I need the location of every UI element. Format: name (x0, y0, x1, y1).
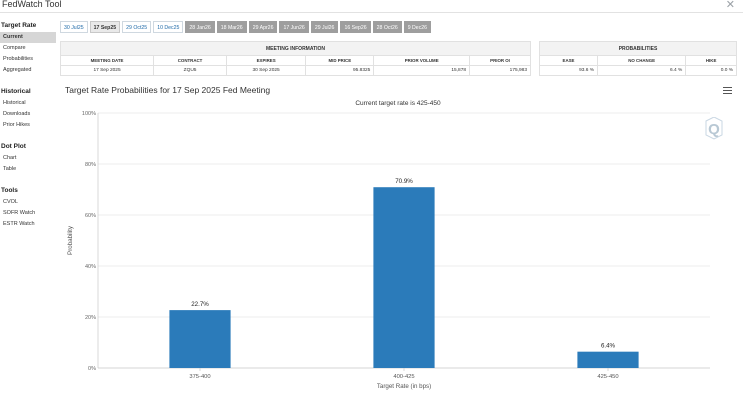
chart-container: 0% 20% 40% 60% 80% 100% 22.7% 375-400 70.9% 400-4… (60, 84, 736, 398)
bar-chart: 0% 20% 40% 60% 80% 100% 22.7% 375-400 70.9% 400-4… (67, 111, 710, 390)
svg-text:Q: Q (708, 121, 720, 138)
tab-meeting-date[interactable]: 29 Jul26 (310, 21, 339, 33)
sidebar-item-table[interactable]: Table (3, 166, 17, 172)
sidebar-heading: Tools (1, 187, 18, 194)
tab-meeting-date[interactable]: 17 Jun26 (279, 21, 309, 33)
table-cell: 175,983 (469, 65, 531, 76)
tab-meeting-date[interactable]: 10 Dec25 (153, 21, 184, 33)
x-tick-label: 400-425 (393, 374, 414, 380)
table-cell: 93.6 % (538, 65, 599, 76)
sidebar-item-cvol[interactable]: CVOL (3, 199, 18, 205)
sidebar-section: Historical Historical Downloads Prior Hikes (0, 84, 56, 131)
table-cell: ZQU5 (153, 65, 227, 76)
sidebar-item-downloads[interactable]: Downloads (3, 111, 31, 117)
app-title: FedWatch Tool (2, 0, 62, 9)
table-cell: 0.0 % (685, 65, 737, 76)
sidebar-section: Target Rate Current Compare Probabilities Ag… (0, 18, 56, 76)
watermark-logo-icon: Q (705, 117, 723, 140)
sidebar: Target Rate Current Compare Probabilities Ag… (0, 18, 56, 238)
sidebar-item-prior-hikes[interactable]: Prior Hikes (3, 122, 30, 128)
sidebar-item-sofr-watch[interactable]: SOFR Watch (3, 210, 36, 216)
column-header: MID PRICE (305, 55, 375, 66)
chart-subtitle: Current target rate is 425-450 (355, 100, 441, 107)
column-header: NO CHANGE (597, 55, 687, 66)
tab-meeting-date[interactable]: 28 Oct26 (372, 21, 402, 33)
sidebar-item-current[interactable]: Current (0, 32, 56, 43)
tab-meeting-date[interactable]: 9 Dec26 (403, 21, 432, 33)
meeting-information-heading: MEETING INFORMATION (60, 41, 531, 56)
meeting-information-table: MEETING INFORMATION MEETING DATE CONTRACT… (59, 41, 531, 76)
column-header: EASE (538, 55, 599, 66)
column-header: CONTRACT (153, 55, 227, 66)
bar-data-label: 6.4% (601, 343, 616, 350)
y-tick-label: 60% (85, 213, 96, 219)
table-cell: 95.8325 (305, 65, 375, 76)
bar (577, 351, 639, 368)
y-tick-label: 100% (82, 111, 96, 117)
tab-meeting-date[interactable]: 28 Jan26 (185, 21, 215, 33)
sidebar-item-estr-watch[interactable]: ESTR Watch (3, 221, 35, 227)
x-axis-title: Target Rate (in bps) (377, 383, 431, 390)
y-axis-title: Probability (67, 225, 74, 255)
sidebar-item-chart[interactable]: Chart (3, 155, 17, 161)
bar-data-label: 22.7% (191, 301, 209, 308)
tab-meeting-date[interactable]: 18 Mar26 (216, 21, 247, 33)
sidebar-section: Dot Plot Chart Table (0, 139, 56, 175)
x-tick-label: 375-400 (189, 374, 210, 380)
tab-meeting-date[interactable]: 29 Apr26 (248, 21, 278, 33)
tab-meeting-date[interactable]: 17 Sep25 (89, 21, 121, 33)
tab-meeting-date[interactable]: 29 Oct25 (122, 21, 152, 33)
probabilities-heading: PROBABILITIES (539, 41, 737, 56)
y-tick-label: 20% (85, 315, 96, 321)
sidebar-heading: Historical (1, 88, 31, 95)
table-cell: 17 Sep 2025 (59, 65, 155, 76)
sidebar-heading: Target Rate (1, 22, 37, 29)
close-icon[interactable]: ✕ (725, 0, 735, 11)
table-cell: 6.4 % (597, 65, 687, 76)
column-header: PRIOR VOLUME (373, 55, 471, 66)
meeting-date-tabs: 30 Jul25 17 Sep25 29 Oct25 10 Dec25 28 Jan26… (60, 21, 432, 33)
bar (373, 187, 435, 368)
y-tick-label: 0% (88, 366, 96, 372)
column-header: PRIOR OI (469, 55, 531, 66)
probabilities-table: PROBABILITIES EASE NO CHANGE HIKE 93.6 % 6.… (538, 41, 737, 76)
hamburger-menu-icon[interactable] (723, 87, 732, 95)
table-cell: 15,878 (373, 65, 471, 76)
table-cell: 30 Sep 2025 (225, 65, 307, 76)
bar-data-label: 70.9% (395, 178, 413, 185)
tab-meeting-date[interactable]: 30 Jul25 (60, 21, 88, 33)
y-tick-label: 80% (85, 162, 96, 168)
y-tick-label: 40% (85, 264, 96, 270)
column-header: HIKE (685, 55, 737, 66)
bar (169, 310, 231, 368)
column-header: MEETING DATE (59, 55, 155, 66)
column-header: EXPIRES (225, 55, 307, 66)
chart-title: Target Rate Probabilities for 17 Sep 202… (65, 85, 271, 95)
sidebar-item-historical[interactable]: Historical (3, 100, 26, 106)
sidebar-item-probabilities[interactable]: Probabilities (3, 56, 33, 62)
x-tick-label: 425-450 (597, 374, 618, 380)
title-bar: FedWatch Tool ✕ (0, 0, 743, 13)
sidebar-heading: Dot Plot (1, 143, 26, 150)
tab-meeting-date[interactable]: 16 Sep26 (340, 21, 371, 33)
sidebar-item-compare[interactable]: Compare (3, 45, 26, 51)
sidebar-section: Tools CVOL SOFR Watch ESTR Watch (0, 183, 56, 230)
sidebar-item-aggregated[interactable]: Aggregated (3, 67, 32, 73)
